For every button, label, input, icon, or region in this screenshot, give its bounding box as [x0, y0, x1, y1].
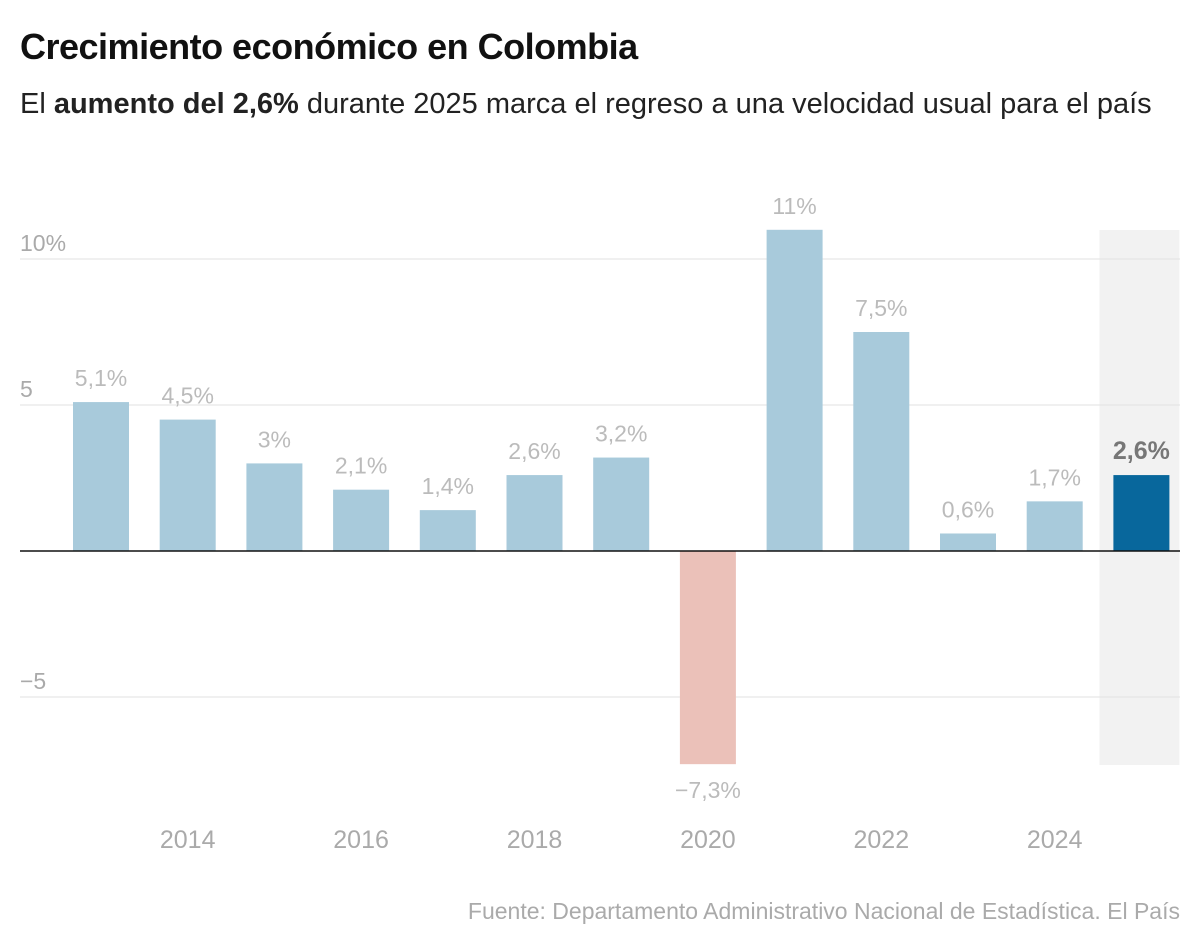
x-tick-label: 2014: [160, 826, 216, 854]
subtitle-bold: aumento del 2,6%: [53, 88, 299, 120]
y-tick-label: 10%: [20, 230, 66, 256]
bar-2017: [419, 510, 476, 551]
chart-title: Crecimiento económico en Colombia: [20, 26, 638, 67]
bar-2019: [593, 457, 650, 551]
bar-2016: [333, 489, 390, 551]
bar-2022: [853, 332, 910, 551]
bar-2021: [766, 229, 823, 552]
bar-2023: [940, 533, 996, 551]
data-label-2018: 2,6%: [508, 438, 560, 464]
x-tick-label: 2018: [507, 826, 563, 854]
bar-2018: [506, 475, 563, 551]
data-label-2014: 4,5%: [161, 383, 213, 409]
bar-2014: [159, 419, 216, 551]
subtitle-text-end: durante 2025 marca el regreso a una velo…: [298, 88, 1152, 120]
data-label-2015: 3%: [258, 426, 291, 452]
data-label-2023: 0,6%: [942, 496, 994, 522]
data-label-2013: 5,1%: [75, 365, 127, 391]
bar-2024: [1026, 501, 1083, 551]
data-label-2024: 1,7%: [1028, 464, 1080, 490]
source-note: Fuente: Departamento Administrativo Naci…: [467, 898, 1180, 924]
y-tick-label: 5: [20, 376, 33, 402]
subtitle-text: El: [20, 88, 54, 120]
data-label-2016: 2,1%: [335, 453, 387, 479]
data-label-2021: 11%: [772, 193, 816, 219]
bar-2013: [73, 402, 129, 551]
bar-2015: [246, 463, 303, 551]
x-tick-label: 2024: [1027, 826, 1083, 854]
data-label-2017: 1,4%: [422, 473, 474, 499]
bar-2020: [679, 551, 736, 765]
data-label-2022: 7,5%: [855, 295, 907, 321]
chart-subtitle: El aumento del 2,6% durante 2025 marca e…: [20, 84, 1180, 124]
x-tick-label: 2016: [333, 826, 389, 854]
data-label-2025: 2,6%: [1113, 437, 1170, 465]
y-tick-label: −5: [20, 668, 46, 694]
data-label-2019: 3,2%: [595, 421, 647, 447]
bar-2025: [1113, 475, 1170, 551]
x-tick-label: 2020: [680, 826, 736, 854]
x-tick-label: 2022: [853, 826, 909, 854]
data-label-2020: −7,3%: [675, 777, 741, 803]
